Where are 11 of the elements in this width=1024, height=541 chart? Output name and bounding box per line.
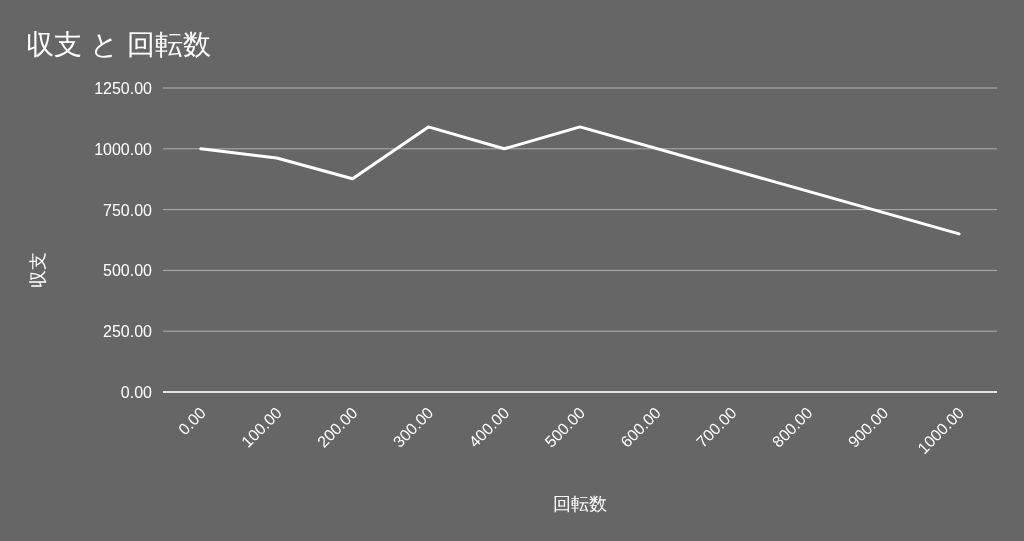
x-tick-label: 0.00 xyxy=(174,404,210,439)
y-tick-label: 250.00 xyxy=(103,323,153,341)
x-axis-title: 回転数 xyxy=(553,494,607,514)
y-tick-label: 1250.00 xyxy=(94,80,153,97)
y-axis-title: 収支 xyxy=(28,252,48,288)
y-tick-label: 750.00 xyxy=(103,201,153,219)
line-series xyxy=(199,125,961,236)
y-tick-label: 0.00 xyxy=(120,384,153,401)
chart-title: 収支 と 回転数 xyxy=(26,29,211,60)
y-tick-label: 1000.00 xyxy=(94,140,153,158)
y-tick-label: 500.00 xyxy=(103,262,153,280)
